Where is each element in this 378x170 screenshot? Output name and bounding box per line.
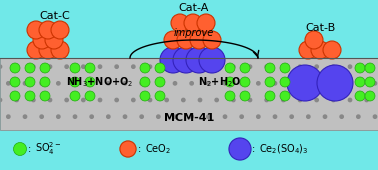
Circle shape [25,91,35,101]
Circle shape [70,91,80,101]
Circle shape [10,63,20,73]
Circle shape [85,91,95,101]
Circle shape [265,63,275,73]
Circle shape [10,77,20,87]
Circle shape [51,21,69,39]
Text: :: : [252,144,255,154]
Circle shape [203,31,221,49]
Circle shape [40,91,50,101]
Circle shape [265,91,275,101]
Circle shape [265,77,275,87]
Circle shape [27,41,45,59]
Circle shape [51,41,69,59]
Circle shape [355,91,365,101]
Circle shape [365,91,375,101]
Circle shape [317,65,353,101]
Circle shape [14,142,26,156]
Circle shape [199,47,225,73]
Circle shape [10,91,20,101]
Text: N$_2$+H$_2$O: N$_2$+H$_2$O [198,75,242,89]
Circle shape [365,63,375,73]
Circle shape [186,47,212,73]
Circle shape [177,31,195,49]
Circle shape [40,77,50,87]
Circle shape [39,41,57,59]
Circle shape [240,91,250,101]
Circle shape [299,41,317,59]
Circle shape [240,77,250,87]
Circle shape [184,14,202,32]
Circle shape [173,47,199,73]
Circle shape [355,63,365,73]
Circle shape [197,14,215,32]
Circle shape [280,63,290,73]
Text: CeO$_2$: CeO$_2$ [145,142,171,156]
Circle shape [155,77,165,87]
Circle shape [27,21,45,39]
Circle shape [45,31,63,49]
Text: Cat-B: Cat-B [305,23,335,33]
Circle shape [164,31,182,49]
Circle shape [240,63,250,73]
Text: Cat-A: Cat-A [179,3,209,13]
Circle shape [155,63,165,73]
Text: :: : [138,144,141,154]
Circle shape [287,65,323,101]
Circle shape [225,91,235,101]
Circle shape [355,77,365,87]
Circle shape [305,31,323,49]
Circle shape [171,14,189,32]
Text: improve: improve [174,28,214,38]
Text: MCM-41: MCM-41 [164,113,214,123]
Circle shape [155,91,165,101]
Circle shape [229,138,251,160]
Circle shape [70,63,80,73]
Text: Ce$_2$(SO$_4$)$_3$: Ce$_2$(SO$_4$)$_3$ [259,142,309,156]
Circle shape [140,91,150,101]
Circle shape [33,31,51,49]
Circle shape [160,47,186,73]
Circle shape [280,77,290,87]
Bar [0,58,378,130]
Circle shape [311,41,329,59]
Circle shape [365,77,375,87]
Circle shape [120,141,136,157]
Circle shape [323,41,341,59]
Circle shape [25,77,35,87]
Circle shape [70,77,80,87]
Circle shape [190,31,208,49]
Circle shape [280,91,290,101]
Circle shape [140,77,150,87]
Circle shape [85,77,95,87]
Text: NH$_3$+NO+O$_2$: NH$_3$+NO+O$_2$ [66,75,134,89]
Circle shape [140,63,150,73]
Text: :: : [28,144,31,154]
Circle shape [225,63,235,73]
Circle shape [225,77,235,87]
Circle shape [39,21,57,39]
Circle shape [85,63,95,73]
Circle shape [25,63,35,73]
Text: SO$_4^{2-}$: SO$_4^{2-}$ [35,141,62,157]
Circle shape [40,63,50,73]
Text: Cat-C: Cat-C [40,11,70,21]
